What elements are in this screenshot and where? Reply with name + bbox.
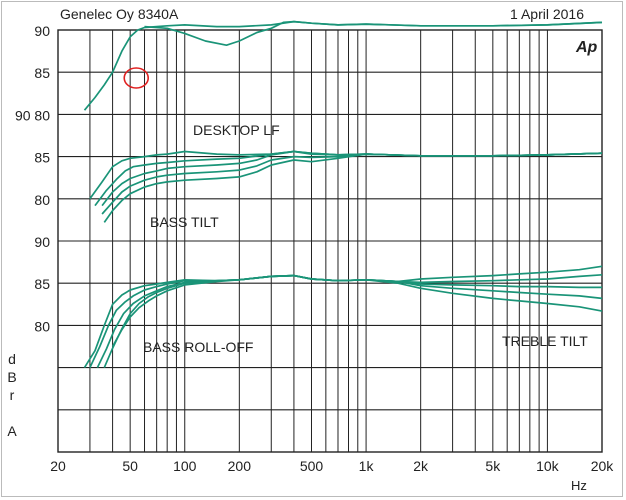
x-tick-label: 2k [413, 458, 429, 474]
annotation-label: BASS TILT [150, 214, 219, 230]
chart-date: 1 April 2016 [510, 6, 584, 22]
y-tick-label: 80 [34, 192, 50, 208]
y-tick-label: 90 [34, 234, 50, 250]
y-tick-label: 80 [34, 318, 50, 334]
y-axis-label-letter: r [10, 387, 15, 403]
response-curve [83, 20, 603, 111]
x-tick-label: 1k [359, 458, 375, 474]
annotation-label: BASS ROLL-OFF [143, 339, 253, 355]
y-axis-label-letter: A [7, 423, 17, 439]
x-axis-label: Hz [571, 478, 587, 493]
chart-title: Genelec Oy 8340A [60, 6, 179, 22]
y-tick-label: 85 [34, 150, 50, 166]
annotation-label: DESKTOP LF [193, 122, 280, 138]
response-curve [101, 150, 603, 207]
x-tick-label: 50 [122, 458, 138, 474]
response-curve [144, 20, 603, 47]
ap-logo: Ap [575, 39, 598, 56]
annotation-label: TREBLE TILT [502, 333, 588, 349]
y-tick-label: 90 80 [15, 107, 50, 123]
highlight-circle [123, 67, 150, 89]
response-curve [103, 152, 603, 223]
y-tick-label: 90 [34, 23, 50, 39]
x-tick-label: 5k [485, 458, 501, 474]
x-tick-label: 500 [300, 458, 324, 474]
x-tick-label: 100 [173, 458, 197, 474]
y-tick-label: 85 [34, 65, 50, 81]
y-tick-label: 85 [34, 276, 50, 292]
y-axis-label-letter: B [7, 369, 16, 385]
y-axis-label-letter: d [8, 351, 16, 367]
x-tick-label: 20 [50, 458, 66, 474]
x-tick-label: 10k [536, 458, 560, 474]
response-curve [111, 274, 603, 347]
x-tick-label: 20k [591, 458, 615, 474]
x-tick-label: 200 [228, 458, 252, 474]
